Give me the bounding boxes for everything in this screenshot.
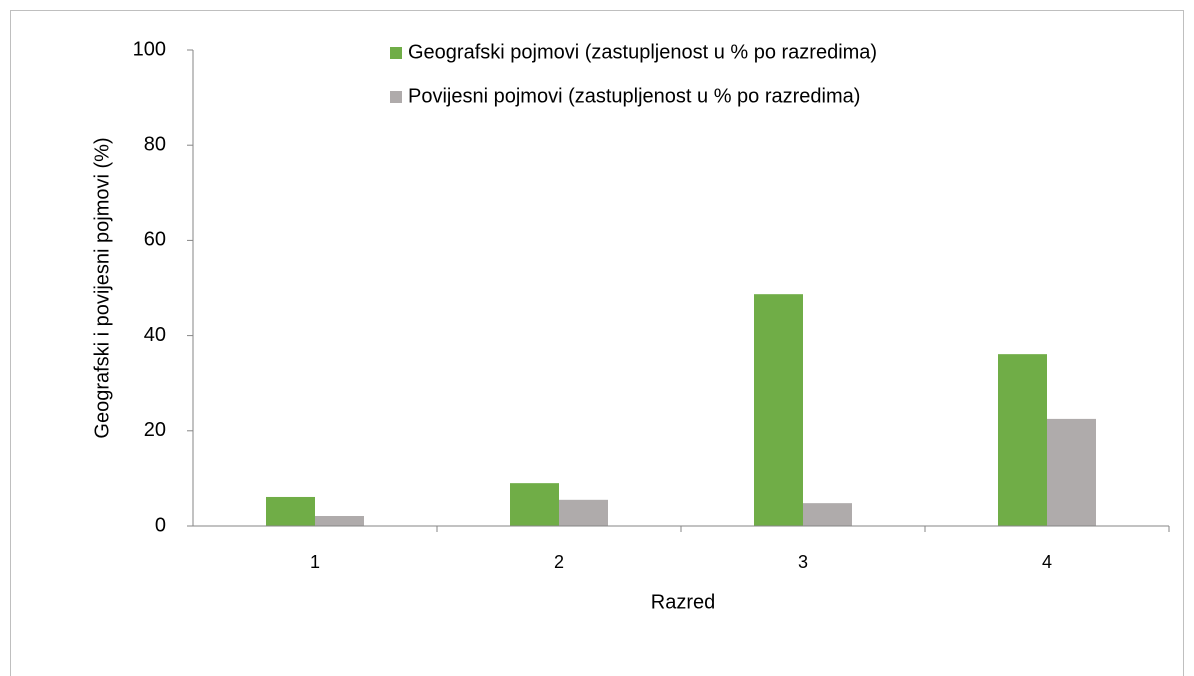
x-tick-label: 1	[310, 552, 320, 572]
y-axis-label: Geografski i povijesni pojmovi (%)	[91, 137, 113, 438]
y-tick-label: 60	[144, 229, 166, 251]
y-tick-label: 0	[155, 514, 166, 536]
y-tick-label: 20	[144, 419, 166, 441]
bar	[266, 496, 315, 526]
legend-swatch	[390, 91, 402, 103]
bar	[754, 294, 803, 526]
x-tick-label: 2	[554, 552, 564, 572]
bar	[559, 499, 608, 526]
y-tick-label: 40	[144, 324, 166, 346]
x-tick-label: 3	[798, 552, 808, 572]
x-tick-label: 4	[1042, 552, 1052, 572]
bar	[1047, 418, 1096, 526]
bar	[998, 354, 1047, 526]
legend-label: Povijesni pojmovi (zastupljenost u % po …	[408, 85, 860, 107]
bar	[510, 483, 559, 526]
legend-label: Geografski pojmovi (zastupljenost u % po…	[408, 41, 877, 63]
bar	[315, 516, 364, 526]
x-axis-label: Razred	[651, 591, 715, 613]
y-tick-label: 100	[133, 38, 166, 60]
legend-swatch	[390, 47, 402, 59]
y-tick-label: 80	[144, 133, 166, 155]
bar	[803, 503, 852, 526]
chart-frame	[10, 10, 1184, 676]
